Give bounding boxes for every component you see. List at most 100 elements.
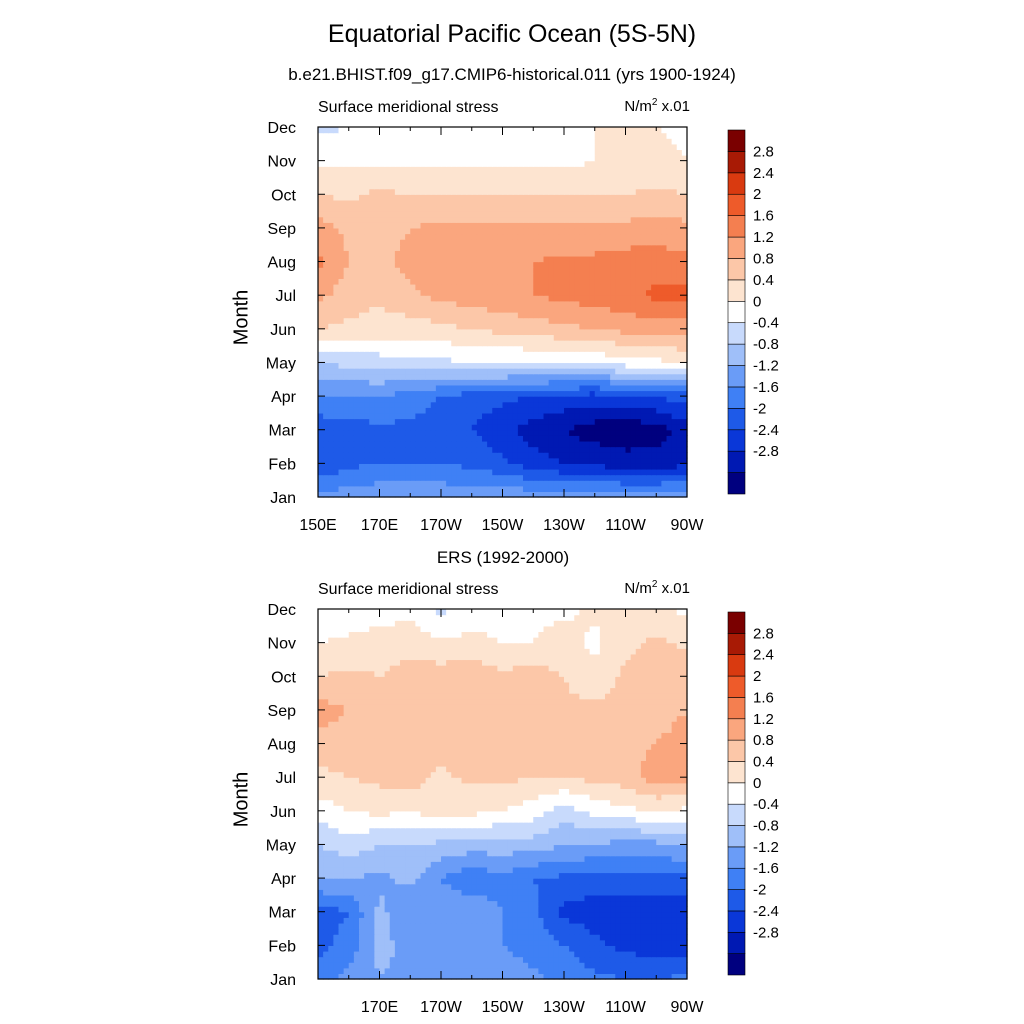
panel1-field-cell bbox=[400, 261, 406, 268]
panel1-field-cell bbox=[533, 216, 539, 223]
panel1-field-cell bbox=[599, 491, 606, 498]
panel1-field-cell bbox=[681, 244, 688, 251]
panel1-field-cell bbox=[671, 250, 678, 257]
panel1-field-cell bbox=[676, 396, 683, 403]
panel1-field-cell bbox=[482, 345, 488, 352]
panel1-field-cell bbox=[543, 160, 550, 167]
panel1-field-cell bbox=[517, 300, 524, 307]
panel1-field-cell bbox=[425, 328, 432, 336]
panel1-field-cell bbox=[369, 373, 375, 380]
panel1-field-cell bbox=[599, 435, 606, 442]
panel1-field-cell bbox=[620, 396, 627, 403]
panel1-field-cell bbox=[517, 272, 524, 279]
panel1-field-cell bbox=[646, 177, 652, 184]
panel1-field-cell bbox=[594, 412, 601, 420]
panel1-field-cell bbox=[461, 267, 468, 274]
panel1-field-cell bbox=[435, 384, 442, 392]
panel1-field-cell bbox=[476, 295, 483, 302]
panel1-field-cell bbox=[517, 485, 524, 492]
panel1-field-cell bbox=[497, 227, 504, 235]
panel1-field-cell bbox=[400, 485, 406, 492]
panel1-field-cell bbox=[405, 412, 411, 420]
panel1-field-cell bbox=[492, 418, 498, 425]
panel1-field-cell bbox=[528, 250, 534, 257]
panel1-field-cell bbox=[558, 143, 565, 151]
panel1-field-cell bbox=[348, 138, 355, 145]
panel1-field-cell bbox=[456, 227, 463, 235]
panel1-field-cell bbox=[548, 345, 555, 352]
panel1-field-cell bbox=[369, 166, 375, 173]
panel1-field-cell bbox=[400, 340, 406, 347]
panel1-field-cell bbox=[502, 401, 509, 408]
panel1-field-cell bbox=[482, 356, 488, 364]
panel1-field-cell bbox=[420, 188, 427, 195]
panel1-field-cell bbox=[584, 379, 591, 386]
panel1-field-cell bbox=[630, 199, 637, 207]
panel1-field-cell bbox=[348, 463, 355, 470]
panel1-field-cell bbox=[625, 373, 632, 380]
panel1-field-cell bbox=[517, 171, 524, 179]
panel1-field-cell bbox=[656, 283, 662, 291]
panel1-field-cell bbox=[646, 250, 652, 257]
panel1-field-cell bbox=[451, 188, 457, 195]
panel1-field-cell bbox=[456, 418, 463, 425]
panel1-field-cell bbox=[446, 289, 452, 296]
panel1-field-cell bbox=[435, 463, 442, 470]
panel1-field-cell bbox=[359, 132, 365, 139]
panel1-field-cell bbox=[435, 435, 442, 442]
panel1-field-cell bbox=[517, 362, 524, 369]
panel1-field-cell bbox=[456, 166, 463, 173]
panel1-field-cell bbox=[415, 317, 422, 324]
panel1-field-cell bbox=[651, 155, 657, 162]
panel1-field-cell bbox=[528, 211, 534, 218]
panel1-field-cell bbox=[676, 362, 683, 369]
panel1-field-cell bbox=[681, 272, 688, 279]
panel1-field-cell bbox=[353, 227, 360, 235]
panel1-field-cell bbox=[359, 429, 365, 436]
panel1-field-cell bbox=[512, 255, 519, 263]
panel1-field-cell bbox=[584, 177, 591, 184]
panel1-colorbar-box bbox=[727, 472, 746, 495]
panel1-field-cell bbox=[605, 211, 611, 218]
panel1-field-cell bbox=[507, 205, 514, 212]
panel1-field-cell bbox=[374, 317, 381, 324]
panel1-field-cell bbox=[400, 289, 406, 296]
panel1-field-cell bbox=[471, 340, 478, 347]
panel1-field-cell bbox=[512, 261, 519, 268]
panel1-field-cell bbox=[323, 328, 329, 336]
panel1-field-cell bbox=[456, 289, 463, 296]
panel1-field-cell bbox=[666, 216, 673, 223]
panel1-field-cell bbox=[410, 278, 416, 285]
panel1-field-cell bbox=[553, 233, 560, 240]
panel1-field-cell bbox=[435, 155, 442, 162]
panel1-field-cell bbox=[318, 205, 324, 212]
panel1-field-cell bbox=[328, 429, 334, 436]
panel1-field-cell bbox=[640, 362, 647, 369]
panel1-field-cell bbox=[471, 166, 478, 173]
panel1-field-cell bbox=[625, 239, 632, 246]
panel1-field-cell bbox=[364, 446, 370, 453]
panel1-field-cell bbox=[420, 289, 427, 296]
panel1-field-cell bbox=[579, 435, 586, 442]
panel1-field-cell bbox=[379, 373, 386, 380]
panel1-field-cell bbox=[389, 418, 396, 425]
panel1-field-cell bbox=[528, 166, 534, 173]
panel1-field-cell bbox=[497, 177, 504, 184]
panel1-field-cell bbox=[533, 289, 539, 296]
panel1-colorbar-label: -1.2 bbox=[753, 358, 779, 375]
panel1-field-cell bbox=[364, 491, 370, 498]
panel1-field-cell bbox=[635, 401, 642, 408]
panel1-field-cell bbox=[430, 340, 437, 347]
panel1-field-cell bbox=[359, 491, 365, 498]
panel1-field-cell bbox=[471, 345, 478, 352]
panel1-field-cell bbox=[543, 407, 550, 414]
panel1-field-cell bbox=[512, 328, 519, 336]
panel1-field-cell bbox=[476, 323, 483, 330]
panel1-field-cell bbox=[507, 407, 514, 414]
panel1-field-cell bbox=[328, 160, 334, 167]
panel1-field-cell bbox=[461, 199, 468, 207]
panel1-field-cell bbox=[333, 283, 340, 291]
panel1-field-cell bbox=[635, 351, 642, 358]
panel1-field-cell bbox=[584, 194, 591, 201]
panel1-field-cell bbox=[558, 188, 565, 195]
